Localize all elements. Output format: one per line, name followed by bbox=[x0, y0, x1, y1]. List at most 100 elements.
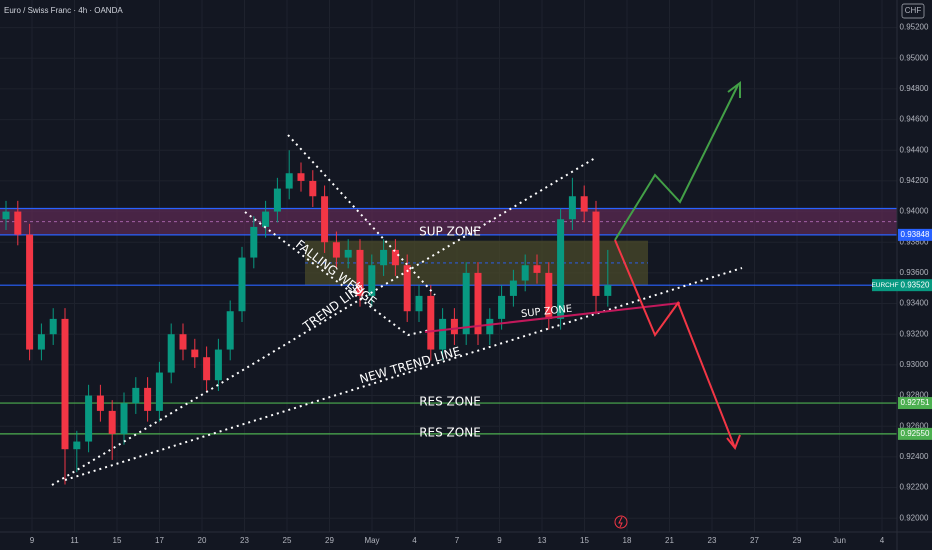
candle-body bbox=[226, 311, 234, 350]
price-tag bbox=[898, 427, 932, 440]
candle-body bbox=[203, 357, 211, 381]
y-tick-label: 0.93800 bbox=[900, 237, 929, 246]
candle-body bbox=[545, 272, 553, 319]
candle-body bbox=[450, 318, 458, 335]
symbol-title: Euro / Swiss Franc · 4h · OANDA bbox=[4, 6, 123, 15]
candle-body bbox=[403, 265, 411, 312]
x-tick-label: 11 bbox=[70, 536, 79, 545]
candle-body bbox=[262, 211, 270, 227]
symbol-tag bbox=[872, 279, 898, 292]
y-tick-label: 0.94800 bbox=[900, 84, 929, 93]
y-tick-label: 0.92400 bbox=[900, 452, 929, 461]
x-tick-label: 13 bbox=[538, 536, 547, 545]
candle-body bbox=[498, 295, 506, 319]
candle-body bbox=[214, 349, 222, 381]
candle-body bbox=[309, 180, 317, 197]
currency: CHF bbox=[905, 6, 922, 15]
y-tick-label: 0.92600 bbox=[900, 421, 929, 430]
candle-body bbox=[96, 395, 104, 411]
candle-body bbox=[250, 226, 258, 258]
x-tick-label: 25 bbox=[283, 536, 292, 545]
candle-body bbox=[415, 295, 423, 312]
axis-layer: 0.92000 0.92200 0.92400 0.92600 0.92800 0.930… bbox=[30, 23, 932, 545]
sup-zone-label: SUP ZONE bbox=[419, 225, 481, 239]
candle-body bbox=[167, 334, 175, 373]
y-tick-label: 0.94400 bbox=[900, 145, 929, 154]
price-tag-label: 0.92550 bbox=[901, 429, 930, 438]
currency-box[interactable] bbox=[901, 3, 925, 19]
candle-body bbox=[368, 265, 376, 296]
x-tick-label: 9 bbox=[497, 536, 502, 545]
candle-body bbox=[179, 334, 187, 350]
y-tick-label: 0.94000 bbox=[900, 207, 929, 216]
candle-body bbox=[592, 211, 600, 296]
candle-body bbox=[580, 196, 588, 212]
candle-body bbox=[297, 173, 305, 181]
bull-path bbox=[614, 84, 739, 241]
y-tick-label: 0.93000 bbox=[900, 360, 929, 369]
candle-body bbox=[521, 265, 529, 281]
x-tick-label: 9 bbox=[30, 536, 35, 545]
y-tick-label: 0.95200 bbox=[900, 23, 929, 32]
candle-body bbox=[108, 410, 116, 434]
x-tick-label: Jun bbox=[833, 536, 846, 545]
price-tag-label: 0.93848 bbox=[901, 230, 930, 239]
x-tick-label: 7 bbox=[455, 536, 460, 545]
sup-zone-small-label: SUP ZONE bbox=[520, 304, 572, 320]
y-tick-label: 0.92200 bbox=[900, 483, 929, 492]
candle-body bbox=[26, 234, 34, 350]
x-tick-label: 17 bbox=[155, 536, 164, 545]
candle-body bbox=[144, 387, 152, 411]
x-tick-label: 4 bbox=[412, 536, 417, 545]
candle-body bbox=[321, 196, 329, 243]
bear-arrowhead bbox=[726, 434, 741, 450]
trend-line bbox=[51, 157, 596, 486]
price-tag bbox=[898, 279, 932, 292]
y-tick-label: 0.93600 bbox=[900, 268, 929, 277]
wedge-lower bbox=[244, 211, 431, 337]
candle-body bbox=[568, 196, 576, 220]
candle-body bbox=[61, 318, 69, 450]
price-tag-label: 0.93520 bbox=[901, 280, 930, 289]
candle-body bbox=[557, 219, 565, 319]
candle-body bbox=[155, 372, 163, 411]
events-bolt bbox=[618, 516, 623, 528]
candle-body bbox=[273, 188, 281, 212]
symbol-tag-label: EURCHF bbox=[871, 282, 898, 289]
candle-body bbox=[285, 173, 293, 189]
events-icon[interactable] bbox=[614, 515, 628, 529]
x-tick-label: 23 bbox=[708, 536, 717, 545]
candle-body bbox=[344, 249, 352, 258]
candle-body bbox=[380, 249, 388, 266]
x-tick-label: 4 bbox=[880, 536, 885, 545]
res-zone-label: RES ZONE bbox=[419, 395, 481, 409]
wedge-upper bbox=[287, 134, 436, 296]
candle-body bbox=[474, 272, 482, 335]
zone bbox=[0, 208, 897, 235]
new-trend-line bbox=[64, 267, 743, 481]
candle-body bbox=[49, 318, 57, 335]
candle-body bbox=[533, 265, 541, 273]
candle-body bbox=[356, 249, 364, 296]
candle-body bbox=[604, 285, 612, 296]
y-tick-label: 0.94600 bbox=[900, 115, 929, 124]
support-line bbox=[424, 302, 681, 333]
bear-path bbox=[614, 239, 736, 449]
candle-body bbox=[37, 334, 45, 350]
candles-layer bbox=[2, 150, 612, 485]
x-tick-label: 29 bbox=[793, 536, 802, 545]
y-tick-label: 0.92800 bbox=[900, 391, 929, 400]
y-tick-label: 0.92000 bbox=[900, 513, 929, 522]
candle-body bbox=[85, 395, 93, 442]
x-tick-label: 27 bbox=[750, 536, 759, 545]
price-tag bbox=[898, 397, 932, 410]
x-tick-label: 21 bbox=[665, 536, 674, 545]
candle-body bbox=[439, 318, 447, 350]
candle-body bbox=[191, 349, 199, 358]
x-tick-label: 20 bbox=[198, 536, 207, 545]
res-zone-label: RES ZONE bbox=[419, 426, 481, 440]
candle-body bbox=[14, 211, 22, 235]
background-layer bbox=[0, 0, 897, 532]
x-tick-label: 15 bbox=[580, 536, 589, 545]
